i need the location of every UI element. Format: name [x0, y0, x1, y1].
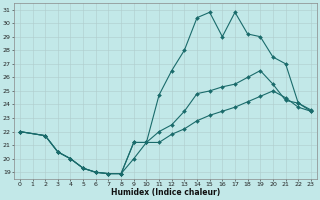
- X-axis label: Humidex (Indice chaleur): Humidex (Indice chaleur): [111, 188, 220, 197]
